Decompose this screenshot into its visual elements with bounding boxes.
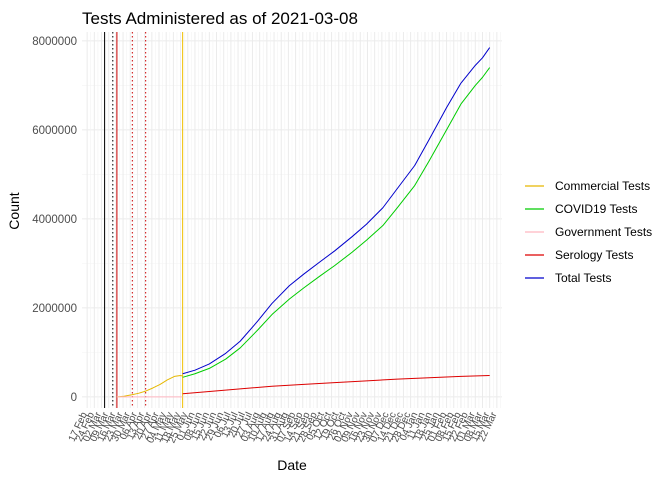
- series-line: [182, 47, 491, 375]
- series-line: [182, 67, 491, 378]
- y-tick-label: 6000000: [32, 125, 77, 137]
- series-line: [182, 375, 490, 395]
- grid: [82, 32, 502, 408]
- y-tick-label: 2000000: [32, 303, 77, 315]
- y-axis: 0 2000000 4000000 6000000 8000000: [32, 36, 77, 404]
- legend-label: Total Tests: [555, 271, 611, 285]
- legend-label: Government Tests: [555, 225, 652, 239]
- y-tick-label: 4000000: [32, 214, 77, 226]
- series-lines: [116, 47, 491, 398]
- reference-lines: [104, 32, 184, 408]
- x-axis-title: Date: [277, 457, 307, 473]
- y-tick-label: 0: [71, 392, 77, 404]
- legend-label: COVID19 Tests: [555, 202, 637, 216]
- legend: Commercial Tests COVID19 Tests Government …: [525, 179, 652, 285]
- legend-label: Commercial Tests: [555, 179, 650, 193]
- chart-title: Tests Administered as of 2021-03-08: [82, 9, 358, 28]
- y-axis-title: Count: [6, 192, 22, 229]
- series-line: [116, 375, 183, 398]
- y-tick-label: 8000000: [32, 36, 77, 48]
- legend-label: Serology Tests: [555, 248, 634, 262]
